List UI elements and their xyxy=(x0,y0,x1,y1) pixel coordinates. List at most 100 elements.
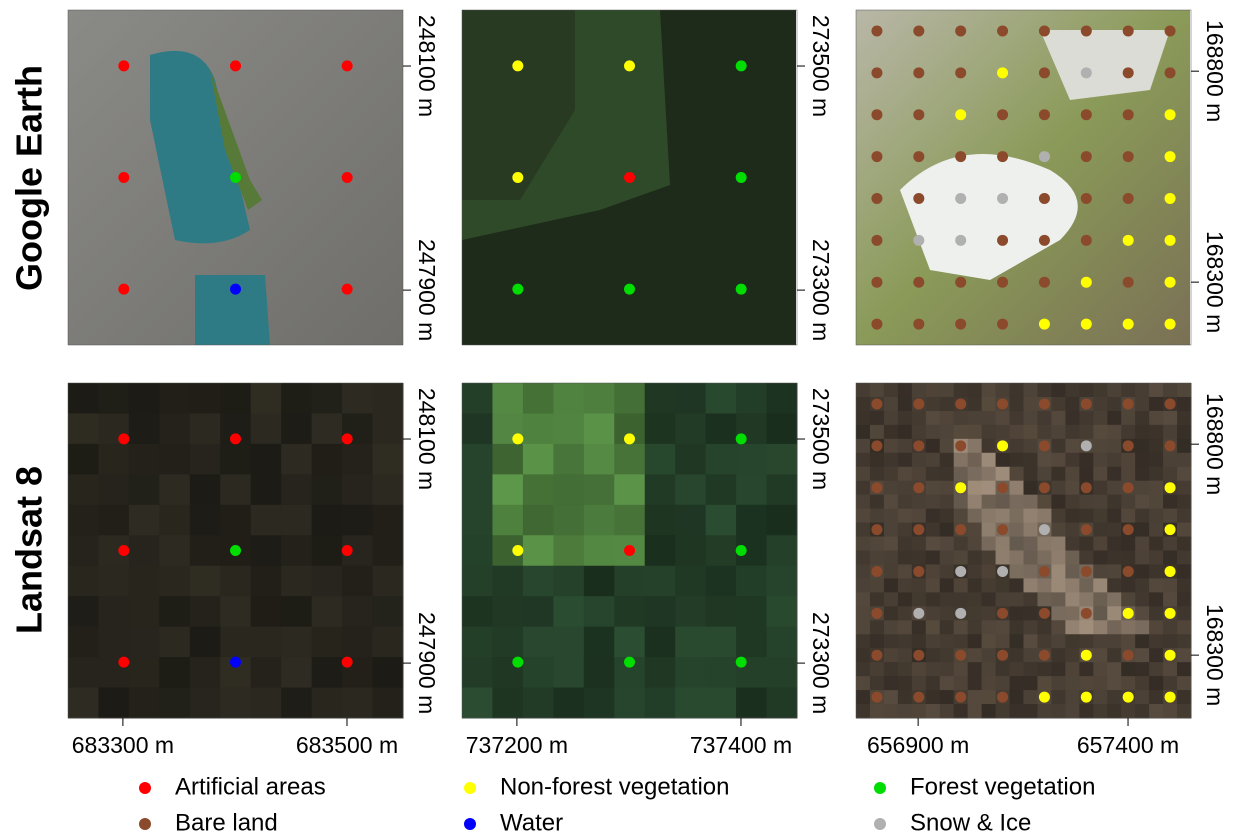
sample-point xyxy=(1123,692,1134,703)
sample-point xyxy=(955,692,966,703)
pixel xyxy=(342,474,373,505)
sample-point xyxy=(997,277,1008,288)
pixel xyxy=(982,620,996,634)
pixel xyxy=(373,627,404,658)
pixel xyxy=(1093,523,1107,537)
pixel xyxy=(982,425,996,439)
pixel xyxy=(1010,564,1024,578)
pixel xyxy=(954,537,968,551)
sample-point xyxy=(1081,109,1092,120)
sample-point xyxy=(871,398,882,409)
pixel xyxy=(1037,425,1051,439)
pixel xyxy=(553,535,584,566)
sample-point xyxy=(1123,524,1134,535)
pixel xyxy=(912,467,926,481)
pixel xyxy=(584,627,615,658)
pixel xyxy=(706,413,737,444)
pixel xyxy=(898,690,912,704)
pixel xyxy=(1024,453,1038,467)
pixel xyxy=(373,657,404,688)
pixel xyxy=(1135,397,1149,411)
pixel xyxy=(898,648,912,662)
pixel xyxy=(1149,509,1163,523)
pixel xyxy=(870,676,884,690)
pixel xyxy=(675,444,706,475)
pixel xyxy=(129,566,160,597)
sample-point xyxy=(1123,67,1134,78)
pixel xyxy=(492,505,523,536)
pixel xyxy=(1093,676,1107,690)
sample-point xyxy=(997,566,1008,577)
pixel xyxy=(68,596,99,627)
sample-point xyxy=(1165,109,1176,120)
pixel xyxy=(856,662,870,676)
pixel xyxy=(898,564,912,578)
pixel xyxy=(1163,467,1177,481)
pixel xyxy=(898,481,912,495)
pixel xyxy=(912,453,926,467)
pixel xyxy=(1065,425,1079,439)
pixel xyxy=(954,634,968,648)
sample-point xyxy=(1039,151,1050,162)
pixel xyxy=(982,397,996,411)
sample-point xyxy=(624,60,635,71)
pixel xyxy=(1107,704,1121,718)
pixel xyxy=(870,620,884,634)
pixel xyxy=(675,383,706,414)
pixel xyxy=(982,467,996,481)
pixel xyxy=(912,495,926,509)
pixel xyxy=(884,509,898,523)
pixel xyxy=(912,704,926,718)
pixel xyxy=(1010,606,1024,620)
pixel xyxy=(1177,662,1191,676)
pixel xyxy=(1051,662,1065,676)
pixel xyxy=(342,505,373,536)
pixel xyxy=(98,444,129,475)
pixel xyxy=(1135,648,1149,662)
pixel xyxy=(462,474,493,505)
pixel xyxy=(1177,704,1191,718)
pixel xyxy=(190,383,221,414)
pixel xyxy=(884,523,898,537)
sample-point xyxy=(342,172,353,183)
pixel xyxy=(1177,397,1191,411)
y-tick-label: 248100 m xyxy=(414,15,440,117)
pixel xyxy=(523,413,554,444)
pixel xyxy=(706,444,737,475)
pixel xyxy=(675,474,706,505)
pixel xyxy=(884,634,898,648)
pixel xyxy=(898,523,912,537)
pixel xyxy=(1107,690,1121,704)
pixel xyxy=(898,439,912,453)
pixel xyxy=(870,551,884,565)
pixel xyxy=(870,495,884,509)
pixel xyxy=(884,453,898,467)
pixel xyxy=(584,657,615,688)
pixel xyxy=(1163,676,1177,690)
pixel xyxy=(1010,704,1024,718)
pixel xyxy=(954,425,968,439)
pixel xyxy=(982,564,996,578)
pixel xyxy=(1065,592,1079,606)
sample-point xyxy=(118,284,129,295)
sample-point xyxy=(871,235,882,246)
pixel xyxy=(281,566,312,597)
pixel xyxy=(645,413,676,444)
pixel xyxy=(190,627,221,658)
pixel xyxy=(1149,620,1163,634)
sample-point xyxy=(624,172,635,183)
pixel xyxy=(342,444,373,475)
pixel xyxy=(1010,397,1024,411)
sample-point xyxy=(1165,650,1176,661)
sample-point xyxy=(1081,235,1092,246)
pixel xyxy=(898,453,912,467)
pixel xyxy=(884,676,898,690)
pixel xyxy=(1135,606,1149,620)
pixel xyxy=(584,413,615,444)
pixel xyxy=(1135,662,1149,676)
pixel xyxy=(898,704,912,718)
pixel xyxy=(373,535,404,566)
pixel xyxy=(1037,383,1051,397)
pixel xyxy=(220,566,251,597)
pixel xyxy=(159,444,190,475)
